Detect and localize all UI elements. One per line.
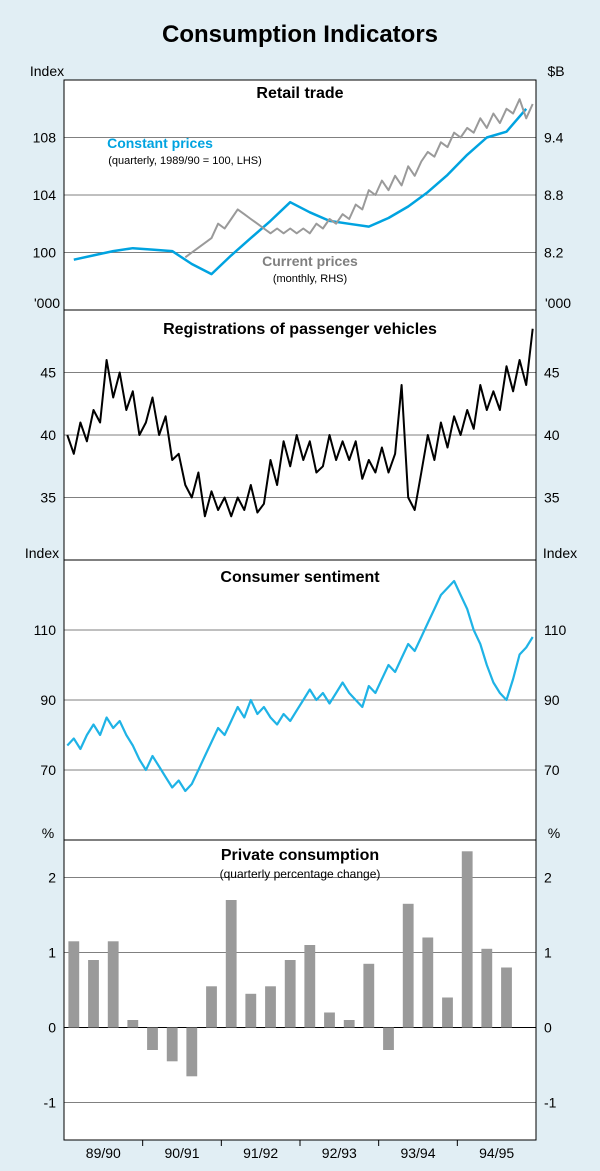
bar (147, 1028, 158, 1051)
y-tick-left: 108 (33, 130, 57, 146)
y-tick-left: 45 (40, 365, 56, 381)
bar (226, 900, 237, 1028)
bar (363, 964, 374, 1028)
y-tick-right: -1 (544, 1095, 557, 1111)
bar (481, 949, 492, 1028)
y-axis-right-label: % (548, 825, 560, 841)
y-tick-right: 40 (544, 427, 560, 443)
panel-title: Private consumption (221, 847, 379, 864)
x-tick-label: 93/94 (400, 1145, 435, 1161)
y-tick-left: -1 (44, 1095, 57, 1111)
y-tick-left: 70 (40, 762, 56, 778)
y-tick-left: 0 (48, 1020, 56, 1036)
y-tick-left: 104 (33, 187, 57, 203)
y-tick-right: 8.8 (544, 187, 564, 203)
y-tick-right: 0 (544, 1020, 552, 1036)
annotation: Current prices (262, 253, 358, 269)
y-tick-right: 2 (544, 870, 552, 886)
bar (265, 986, 276, 1027)
bar (167, 1028, 178, 1062)
y-axis-right-label: '000 (545, 295, 571, 311)
bar (442, 998, 453, 1028)
bar (127, 1020, 138, 1028)
y-tick-left: 110 (34, 622, 57, 638)
panel-title: Registrations of passenger vehicles (163, 321, 437, 338)
y-axis-left-label: Index (25, 545, 59, 561)
y-tick-left: 100 (33, 245, 57, 261)
x-tick-label: 91/92 (243, 1145, 278, 1161)
y-tick-right: 45 (544, 365, 560, 381)
annotation: Constant prices (107, 135, 213, 151)
bar (186, 1028, 197, 1077)
bar (304, 945, 315, 1028)
y-axis-left-label: '000 (34, 295, 60, 311)
bar (108, 941, 119, 1027)
bar (403, 904, 414, 1028)
bar (324, 1013, 335, 1028)
y-tick-left: 2 (48, 870, 56, 886)
bar (344, 1020, 355, 1028)
y-axis-right-label: Index (543, 545, 577, 561)
annotation: (quarterly, 1989/90 = 100, LHS) (108, 155, 262, 167)
y-axis-left-label: % (42, 825, 54, 841)
x-tick-label: 94/95 (479, 1145, 514, 1161)
y-tick-right: 8.2 (544, 245, 564, 261)
bar (462, 851, 473, 1027)
y-tick-right: 70 (544, 762, 560, 778)
x-tick-label: 89/90 (86, 1145, 121, 1161)
main-title: Consumption Indicators (162, 21, 438, 48)
bar (88, 960, 99, 1028)
y-tick-right: 90 (544, 692, 560, 708)
panel-subtitle: (quarterly percentage change) (220, 867, 381, 881)
y-axis-right-label: $B (547, 63, 564, 79)
y-tick-right: 9.4 (544, 130, 564, 146)
x-tick-label: 90/91 (164, 1145, 199, 1161)
x-tick-label: 92/93 (322, 1145, 357, 1161)
y-tick-left: 1 (48, 945, 56, 961)
bar (68, 941, 79, 1027)
annotation: (monthly, RHS) (273, 273, 347, 285)
y-axis-left-label: Index (30, 63, 64, 79)
bar (501, 968, 512, 1028)
y-tick-left: 40 (40, 427, 56, 443)
bar (245, 994, 256, 1028)
y-tick-right: 35 (544, 490, 560, 506)
bar (422, 938, 433, 1028)
bar (206, 986, 217, 1027)
panel-title: Retail trade (256, 85, 343, 102)
bar (383, 1028, 394, 1051)
panel-title: Consumer sentiment (220, 569, 380, 586)
y-tick-left: 90 (40, 692, 56, 708)
y-tick-right: 110 (544, 622, 567, 638)
y-tick-right: 1 (544, 945, 552, 961)
bar (285, 960, 296, 1028)
y-tick-left: 35 (40, 490, 56, 506)
